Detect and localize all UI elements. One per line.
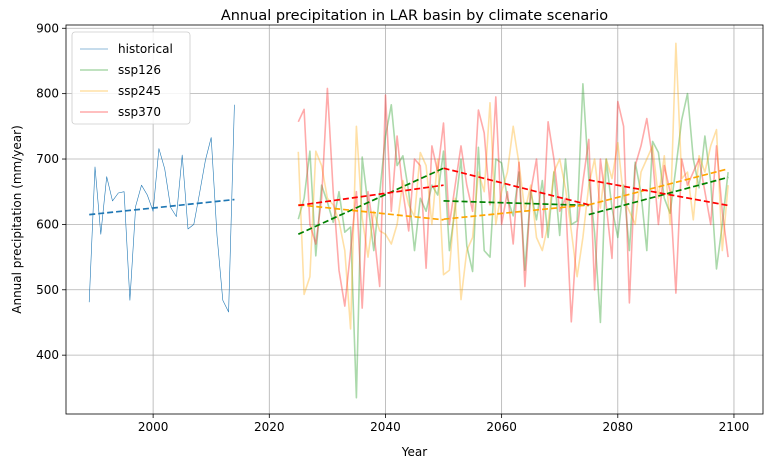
x-tick-label: 2080 — [603, 420, 634, 434]
x-tick-label: 2060 — [486, 420, 517, 434]
series-line-ssp126 — [297, 83, 729, 399]
data-layer — [88, 42, 729, 399]
trend-line-ssp370 — [588, 179, 729, 207]
y-tick-label: 900 — [36, 21, 59, 35]
x-tick-label: 2020 — [254, 420, 285, 434]
y-tick-label: 800 — [36, 87, 59, 101]
x-tick-label: 2100 — [719, 420, 750, 434]
chart-title: Annual precipitation in LAR basin by cli… — [221, 8, 608, 24]
series-line-historical — [88, 104, 235, 313]
legend-label-ssp370: ssp370 — [118, 105, 161, 119]
legend-label-ssp245: ssp245 — [118, 84, 161, 98]
legend-label-ssp126: ssp126 — [118, 63, 161, 77]
y-tick-label: 500 — [36, 283, 59, 297]
trend-line-ssp126 — [588, 176, 729, 216]
plot-frame — [65, 24, 764, 415]
x-tick-label: 2000 — [138, 420, 169, 434]
trend-line-historical — [89, 198, 235, 216]
trend-line-ssp245 — [443, 203, 589, 221]
x-tick-label: 2040 — [370, 420, 401, 434]
y-tick-label: 400 — [36, 348, 59, 362]
legend: historical ssp126 ssp245 ssp370 — [71, 31, 191, 125]
trend-line-ssp126 — [443, 200, 589, 207]
tick-layer: 2000 2020 2040 2060 2080 2100 400 500 600 700 800 9… — [36, 21, 749, 434]
trend-layer — [89, 167, 729, 235]
series-line-ssp370 — [297, 87, 729, 323]
y-tick-label: 700 — [36, 152, 59, 166]
y-tick-label: 600 — [36, 217, 59, 231]
trend-line-ssp370 — [443, 167, 589, 206]
series-line-ssp245 — [297, 42, 729, 330]
legend-label-historical: historical — [118, 42, 173, 56]
legend-box — [71, 31, 191, 125]
trend-line-ssp245 — [588, 168, 729, 206]
y-axis-label: Annual precipitation (mm/year) — [10, 125, 24, 314]
x-axis-label: Year — [401, 445, 427, 459]
trend-line-ssp370 — [298, 184, 444, 207]
trend-line-ssp245 — [298, 203, 444, 221]
